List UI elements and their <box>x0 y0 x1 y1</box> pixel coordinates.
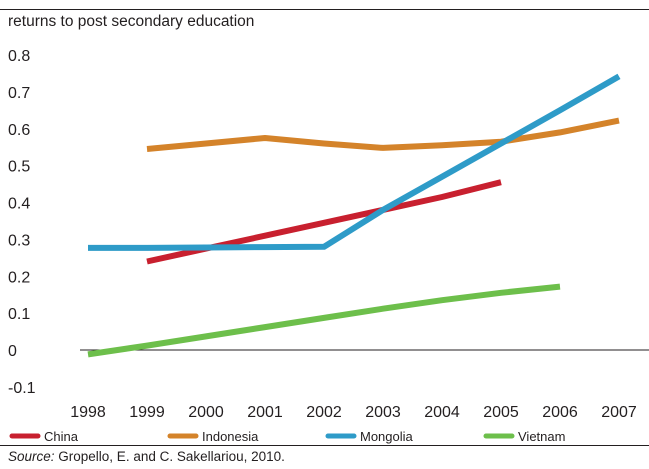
x-tick-label: 2000 <box>188 404 224 421</box>
x-tick-label: 2001 <box>247 404 283 421</box>
y-tick-label: 0.1 <box>8 306 30 323</box>
x-tick-label: 2004 <box>424 404 460 421</box>
x-tick-label: 1999 <box>129 404 165 421</box>
legend-label-indonesia: Indonesia <box>202 429 259 444</box>
y-tick-label: 0 <box>8 343 17 360</box>
series-line-indonesia <box>146 117 620 152</box>
y-axis-title: returns to post secondary education <box>8 13 255 30</box>
series-line-vietnam <box>87 283 561 358</box>
y-tick-label: 0.7 <box>8 85 30 102</box>
y-tick-label: 0.3 <box>8 232 30 249</box>
x-tick-label: 2006 <box>542 404 578 421</box>
x-axis-ticks: 1998 1999 2000 2001 2002 2003 2004 2005 2006 2007 <box>70 404 637 421</box>
top-rule <box>0 9 649 10</box>
legend-label-mongolia: Mongolia <box>360 429 414 444</box>
y-tick-label: 0.8 <box>8 48 30 65</box>
x-tick-label: 2002 <box>306 404 342 421</box>
y-tick-label: -0.1 <box>8 380 36 397</box>
legend-label-vietnam: Vietnam <box>518 429 565 444</box>
source-text: Gropello, E. and C. Sakellariou, 2010. <box>54 449 285 464</box>
source-note: Source: Gropello, E. and C. Sakellariou,… <box>8 449 285 464</box>
series-lines <box>87 73 621 358</box>
x-tick-label: 2003 <box>365 404 401 421</box>
series-line-mongolia <box>88 73 621 251</box>
y-axis-ticks: 0.8 0.7 0.6 0.5 0.4 0.3 0.2 0.1 0 -0.1 <box>8 48 36 397</box>
y-tick-label: 0.6 <box>8 122 30 139</box>
source-label: Source: <box>8 449 55 464</box>
line-chart: 0.8 0.7 0.6 0.5 0.4 0.3 0.2 0.1 0 -0.1 1998 1999 20… <box>8 48 649 444</box>
x-tick-label: 2007 <box>601 404 637 421</box>
y-tick-label: 0.5 <box>8 159 30 176</box>
y-tick-label: 0.4 <box>8 196 30 213</box>
x-tick-label: 2005 <box>483 404 519 421</box>
x-tick-label: 1998 <box>70 404 106 421</box>
y-tick-label: 0.2 <box>8 269 30 286</box>
bottom-rule <box>0 445 649 446</box>
legend-label-china: China <box>44 429 79 444</box>
legend: China Indonesia Mongolia Vietnam <box>9 429 565 444</box>
